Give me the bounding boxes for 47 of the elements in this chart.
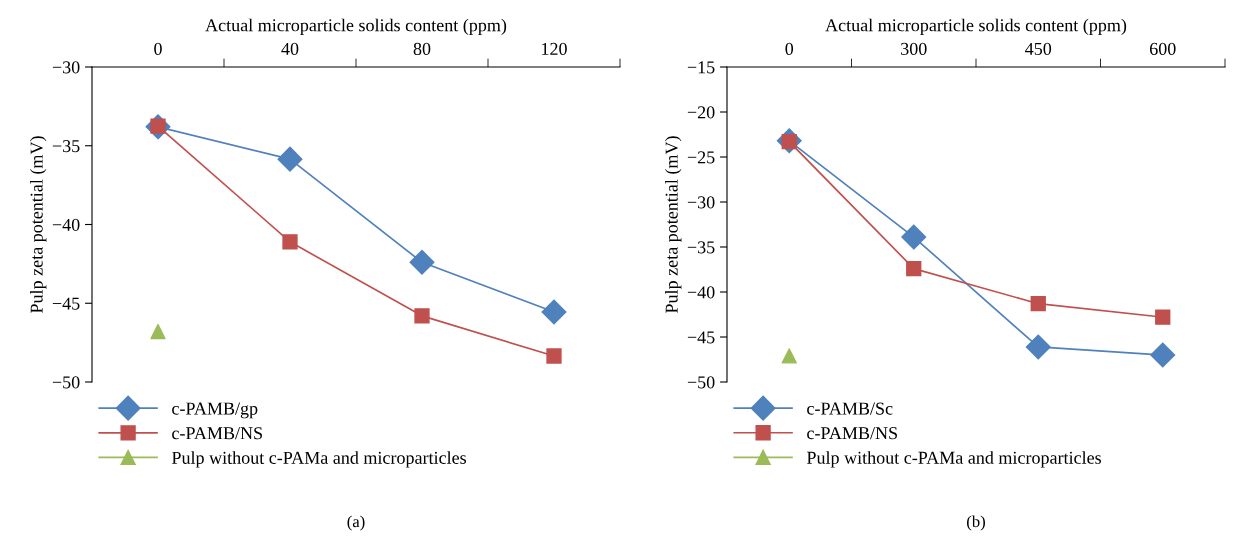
point [150, 323, 166, 340]
point [1150, 342, 1176, 368]
x-tick-label: 120 [542, 42, 567, 55]
point [906, 260, 922, 277]
text: (b) [967, 515, 985, 531]
point [901, 224, 927, 250]
y-axis-title: Pulp zeta potential (mV) [665, 136, 682, 313]
point [1030, 296, 1046, 312]
y-axis-title: Pulp zeta potential (mV) [30, 136, 47, 313]
y-tick-label: −30 [52, 61, 80, 74]
y-tick-label: −35 [687, 241, 715, 254]
y-tick-label: −35 [52, 140, 80, 153]
x-tick-label: 600 [1149, 42, 1176, 55]
point [277, 146, 303, 172]
point [414, 308, 430, 324]
point [546, 348, 562, 364]
legend-label: c-PAMB/Sc [807, 402, 893, 415]
point [541, 299, 567, 325]
x-tick-label: 300 [901, 42, 927, 55]
y-tick-label: −20 [687, 106, 715, 119]
point [409, 249, 435, 275]
y-tick-label: −25 [687, 151, 715, 164]
y-tick-label: −40 [687, 286, 715, 299]
y-tick-label: −45 [52, 297, 80, 310]
x-axis-title: Actual microparticle solids content (ppm) [205, 18, 507, 36]
legend-label: c-PAMB/gp [172, 402, 258, 419]
y-tick-label: −45 [687, 331, 715, 344]
x-tick-label: 0 [785, 42, 794, 55]
legend-label: c-PAMB/NS [172, 427, 262, 440]
y-tick-label: −15 [687, 61, 715, 74]
legend-label: Pulp without c-PAMa and microparticles [806, 451, 1101, 468]
point [781, 348, 797, 364]
point [1155, 309, 1171, 325]
point [282, 234, 298, 250]
y-tick-label: −30 [687, 196, 715, 209]
text: (a) [347, 515, 365, 531]
x-tick-label: 40 [281, 42, 299, 55]
legend-label: c-PAMB/NS [807, 427, 897, 440]
x-tick-label: 0 [154, 42, 162, 55]
y-tick-label: −50 [687, 376, 715, 389]
y-tick-label: −50 [52, 376, 80, 389]
legend-label: Pulp without c-PAMa and microparticles [171, 451, 466, 468]
x-axis-title: Actual microparticle solids content (ppm) [825, 18, 1127, 36]
x-tick-label: 80 [413, 42, 431, 55]
x-tick-label: 450 [1025, 42, 1052, 55]
point [1025, 334, 1051, 360]
y-tick-label: −40 [52, 218, 80, 231]
